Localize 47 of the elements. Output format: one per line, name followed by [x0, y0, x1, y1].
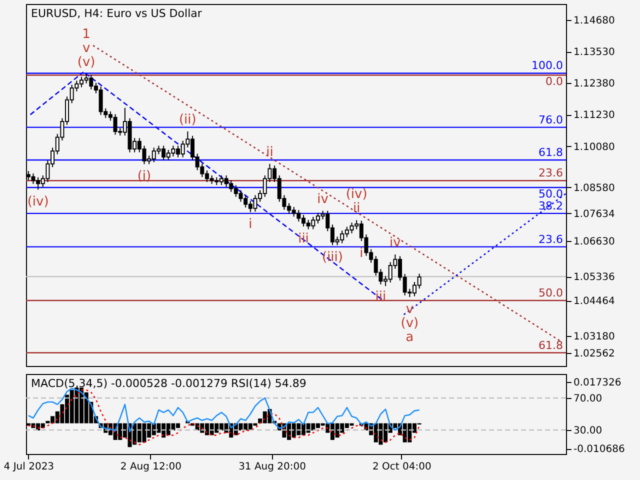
annotation: 76.0 — [538, 113, 563, 126]
y-tick-label: 1.04464 — [574, 296, 615, 308]
y2-tick-label: 30.00 — [574, 426, 602, 436]
y-tick-label: 1.08580 — [574, 182, 615, 194]
y-tick-label: 1.05336 — [574, 272, 615, 284]
annotation: 1 — [82, 27, 90, 42]
y-tick-label: 1.07634 — [574, 208, 615, 220]
y2-tick-label: 70.00 — [574, 394, 602, 404]
annotation: i — [360, 246, 364, 262]
annotation: (iv) — [27, 194, 49, 210]
y-tick-label: 1.14680 — [574, 15, 615, 26]
annotation: 61.8 — [538, 146, 563, 160]
annotation: (iii) — [322, 250, 343, 266]
y-tick-label: 1.12380 — [574, 78, 615, 90]
annotation: 61.8 — [538, 338, 563, 352]
annotation: v — [82, 41, 90, 56]
chart-title: MACD(5,34,5) -0.000528 -0.001279 RSI(14) 54.89 — [31, 377, 306, 390]
annotation: iv — [317, 192, 329, 207]
y-tick-label: -0.010686 — [574, 444, 625, 456]
annotation: 0.0 — [546, 75, 563, 88]
annotation: (v) — [400, 316, 419, 332]
annotation: ii — [266, 144, 274, 160]
y-tick-label: 1.10080 — [574, 142, 615, 153]
annotation: 23.6 — [538, 166, 563, 180]
chart-title: EURUSD, H4: Euro vs US Dollar — [31, 7, 202, 20]
annotation: v — [406, 302, 414, 318]
annotation: 50.0 — [538, 187, 563, 200]
y-tick-label: 1.02562 — [574, 348, 615, 360]
annotation: 38.2 — [538, 199, 563, 212]
x-tick-label: 2 Oct 04:00 — [372, 462, 432, 472]
annotation: 50.0 — [538, 286, 563, 300]
annotation: a — [406, 330, 414, 346]
y-tick-label: 1.06630 — [574, 236, 615, 248]
x-tick-label: 2 Aug 12:00 — [120, 462, 182, 472]
annotation: i — [248, 217, 252, 232]
annotation: ii — [352, 201, 360, 216]
annotation: (v) — [77, 55, 96, 70]
x-tick-label: 4 Jul 2023 — [4, 462, 54, 472]
y-tick-label: 1.03180 — [574, 331, 615, 342]
annotation: (iv) — [346, 187, 368, 202]
y-tick-label: 1.13530 — [574, 47, 615, 58]
y-tick-label: 1.11230 — [574, 110, 615, 122]
x-tick-label: 31 Aug 20:00 — [238, 462, 306, 472]
annotation: (ii) — [178, 112, 196, 128]
y-tick-label: 0.017326 — [574, 378, 622, 389]
annotation: 100.0 — [532, 59, 563, 72]
annotation: 23.6 — [538, 232, 563, 246]
